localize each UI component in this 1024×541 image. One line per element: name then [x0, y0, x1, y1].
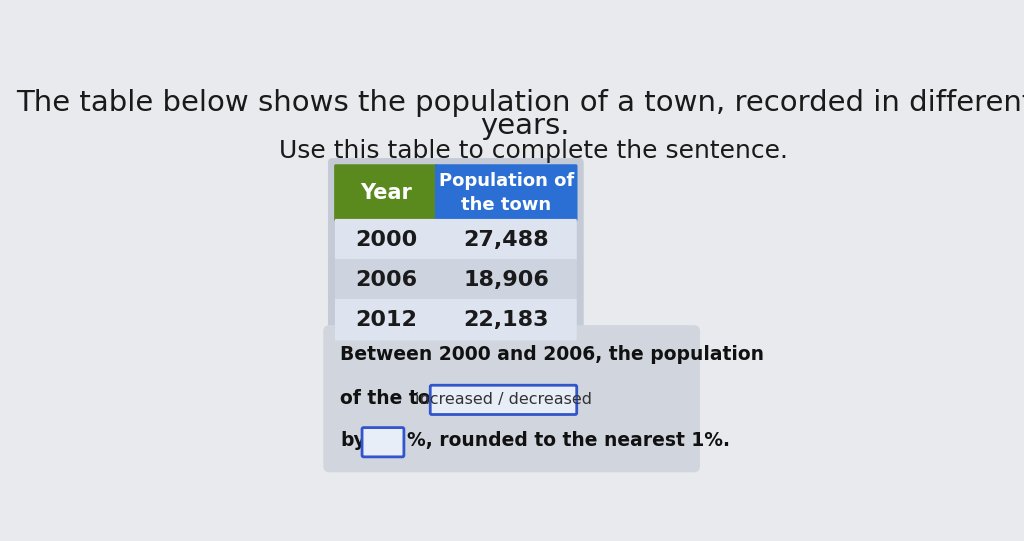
Text: The table below shows the population of a town, recorded in different: The table below shows the population of … — [16, 89, 1024, 117]
FancyBboxPatch shape — [324, 325, 700, 472]
Text: increased / decreased: increased / decreased — [415, 392, 592, 407]
FancyBboxPatch shape — [334, 164, 438, 221]
Text: Year: Year — [360, 183, 412, 203]
Text: 22,183: 22,183 — [464, 310, 549, 330]
Text: 2006: 2006 — [355, 270, 417, 290]
Text: Between 2000 and 2006, the population: Between 2000 and 2006, the population — [340, 345, 764, 364]
FancyBboxPatch shape — [328, 158, 584, 347]
Text: of the town: of the town — [340, 389, 462, 408]
Text: by: by — [340, 431, 367, 451]
FancyBboxPatch shape — [362, 427, 403, 457]
Text: Use this table to complete the sentence.: Use this table to complete the sentence. — [280, 139, 788, 163]
FancyBboxPatch shape — [430, 385, 577, 414]
Text: 2000: 2000 — [355, 230, 417, 250]
FancyBboxPatch shape — [335, 219, 577, 261]
FancyBboxPatch shape — [435, 164, 578, 221]
FancyBboxPatch shape — [335, 299, 577, 341]
Text: years.: years. — [480, 112, 569, 140]
Text: 18,906: 18,906 — [463, 270, 549, 290]
FancyBboxPatch shape — [335, 259, 577, 301]
Text: 27,488: 27,488 — [464, 230, 549, 250]
Text: 2012: 2012 — [355, 310, 417, 330]
Text: %, rounded to the nearest 1%.: %, rounded to the nearest 1%. — [407, 431, 730, 451]
Text: Population of
the town: Population of the town — [438, 172, 573, 214]
